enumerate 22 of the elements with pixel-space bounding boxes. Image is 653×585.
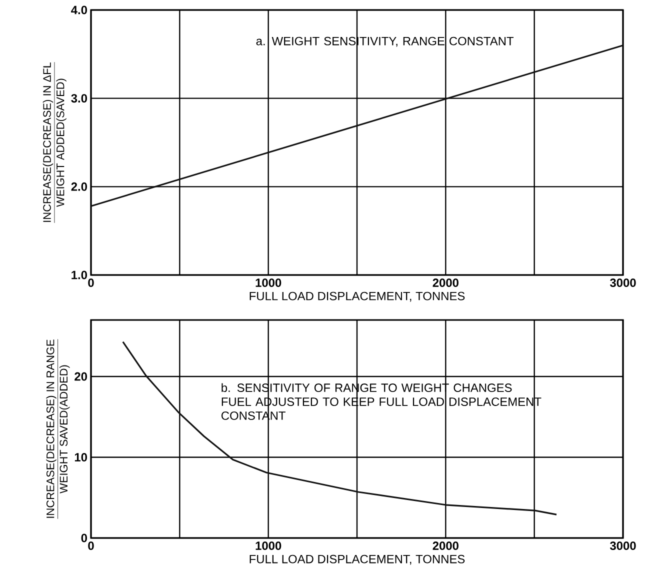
text: WEIGHT SAVED(ADDED)	[60, 365, 70, 494]
y-tick-label: 0	[81, 534, 87, 542]
text: INCREASE(DECREASE) IN ΔFL	[42, 62, 54, 222]
y-tick-label: 10	[74, 453, 87, 462]
line-series	[122, 341, 558, 516]
x-tick-label: 0	[88, 278, 94, 287]
x-axis-title: FULL LOAD DISPLACEMENT, TONNES	[250, 554, 465, 565]
text: INCREASE(DECREASE) IN RANGE	[46, 340, 56, 518]
y-tick-label: 2.0	[71, 182, 87, 191]
x-tick-label: 1000	[256, 278, 282, 287]
y-tick-label: 20	[74, 372, 87, 381]
y-tick-label: 1.0	[72, 270, 87, 280]
x-tick-label: 1000	[256, 542, 282, 550]
x-axis-title: FULL LOAD DISPLACEMENT, TONNES	[250, 292, 465, 302]
y-tick-label: 4.0	[71, 6, 87, 14]
x-tick-label: 0	[88, 542, 94, 550]
y-tick-label: 3.0	[71, 94, 87, 103]
x-tick-label: 3000	[610, 278, 636, 288]
x-tick-label: 2000	[432, 278, 458, 287]
x-tick-label: 2000	[432, 542, 458, 550]
x-tick-label: 3000	[610, 542, 636, 550]
text: WEIGHT ADDED(SAVED)	[56, 78, 66, 207]
